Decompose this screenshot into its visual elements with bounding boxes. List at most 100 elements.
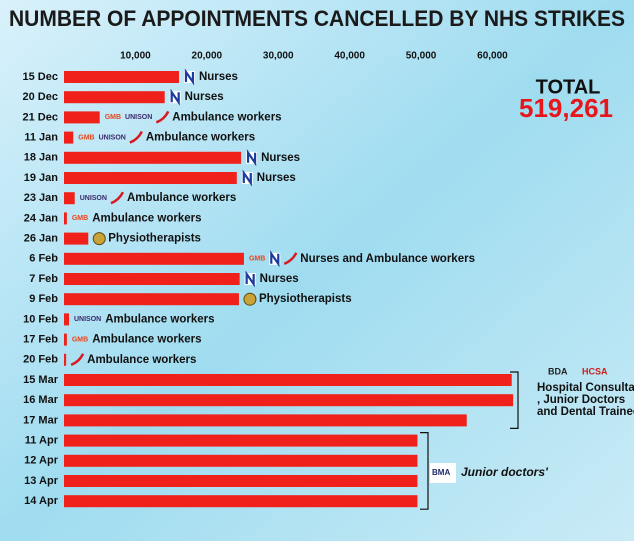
bar bbox=[64, 374, 512, 386]
x-tick-label: 40,000 bbox=[334, 51, 365, 62]
bar bbox=[64, 192, 75, 205]
nurse-logo-mark bbox=[246, 149, 257, 167]
y-tick-label: 17 Feb bbox=[23, 334, 58, 346]
total-value: 519,261 bbox=[519, 93, 613, 123]
union-logo: GMB bbox=[78, 134, 94, 141]
union-logo: UNISON bbox=[125, 114, 152, 121]
union-logo: GMB bbox=[72, 215, 88, 222]
bar bbox=[64, 111, 100, 124]
bar bbox=[64, 151, 242, 164]
bar bbox=[64, 252, 244, 265]
nurse-logo-mark bbox=[184, 68, 195, 86]
nurse-logo-mark bbox=[242, 169, 252, 187]
union-logo: UNISON bbox=[80, 195, 107, 202]
bma-logo-box bbox=[430, 463, 456, 483]
group-bracket bbox=[420, 432, 429, 510]
nurse-logo-mark bbox=[245, 270, 255, 288]
bar-label: Physiotherapists bbox=[259, 293, 352, 305]
bar-label: Ambulance workers bbox=[127, 192, 236, 204]
bar bbox=[64, 475, 418, 487]
bar bbox=[64, 434, 418, 447]
union-logo: GMB bbox=[105, 114, 121, 121]
group-label: Hospital Consultants, Junior Doctorsand … bbox=[537, 382, 634, 418]
group-logo: BMA bbox=[432, 468, 450, 477]
bar bbox=[64, 232, 89, 245]
ambulance-logo bbox=[155, 110, 170, 124]
y-tick-label: 15 Mar bbox=[23, 374, 59, 386]
y-tick-label: 18 Jan bbox=[24, 152, 59, 164]
bar-label: Ambulance workers bbox=[146, 132, 255, 144]
bar-label: Ambulance workers bbox=[92, 212, 201, 224]
bar bbox=[64, 212, 67, 225]
y-tick-label: 21 Dec bbox=[23, 111, 58, 123]
bar bbox=[64, 91, 165, 104]
y-tick-label: 12 Apr bbox=[24, 455, 59, 467]
ambulance-logo bbox=[283, 252, 298, 265]
bar bbox=[64, 313, 69, 326]
x-tick-label: 20,000 bbox=[192, 51, 223, 62]
y-tick-label: 7 Feb bbox=[29, 273, 58, 285]
bar-label: Nurses and Ambulance workers bbox=[300, 253, 475, 265]
y-tick-label: 14 Apr bbox=[24, 495, 59, 507]
y-tick-label: 13 Apr bbox=[24, 475, 59, 487]
y-tick-label: 20 Feb bbox=[23, 354, 58, 366]
bar-label: Ambulance workers bbox=[172, 111, 281, 123]
y-tick-label: 19 Jan bbox=[24, 172, 59, 184]
group-bracket bbox=[510, 371, 519, 429]
y-tick-label: 17 Mar bbox=[23, 414, 59, 426]
y-tick-label: 20 Dec bbox=[23, 91, 58, 103]
bar-label: Nurses bbox=[261, 152, 300, 164]
bar bbox=[64, 394, 514, 407]
y-tick-label: 24 Jan bbox=[24, 212, 59, 224]
ambulance-logo bbox=[70, 353, 85, 366]
bar-label: Nurses bbox=[260, 273, 299, 285]
bar bbox=[64, 495, 418, 508]
bar bbox=[64, 333, 67, 346]
y-tick-label: 6 Feb bbox=[29, 253, 58, 265]
x-tick-label: 30,000 bbox=[263, 51, 294, 62]
total-title: TOTAL bbox=[536, 76, 601, 98]
y-tick-label: 15 Dec bbox=[23, 71, 58, 83]
bar-label: Ambulance workers bbox=[105, 313, 214, 325]
ambulance-logo bbox=[110, 191, 125, 205]
y-tick-label: 23 Jan bbox=[24, 192, 59, 204]
group-logo: HCSA bbox=[582, 366, 608, 376]
physio-logo bbox=[92, 232, 106, 246]
union-logo: GMB bbox=[249, 256, 265, 263]
y-tick-label: 10 Feb bbox=[23, 313, 58, 325]
physio-logo bbox=[243, 292, 257, 306]
bar-label: Nurses bbox=[185, 91, 224, 103]
chart-title: NUMBER OF APPOINTMENTS CANCELLED BY NHS … bbox=[9, 6, 625, 31]
bar bbox=[64, 131, 74, 144]
union-logo: GMB bbox=[72, 336, 88, 343]
bar bbox=[64, 172, 237, 184]
bar bbox=[64, 293, 239, 306]
bar bbox=[64, 454, 418, 467]
bar bbox=[64, 273, 240, 285]
x-tick-label: 50,000 bbox=[406, 51, 437, 62]
bar-label: Physiotherapists bbox=[108, 233, 201, 245]
bar bbox=[64, 353, 67, 366]
x-tick-label: 10,000 bbox=[120, 51, 151, 62]
y-tick-label: 11 Jan bbox=[24, 132, 58, 144]
bar-label: Nurses bbox=[257, 172, 296, 184]
y-tick-label: 9 Feb bbox=[29, 293, 58, 305]
y-tick-label: 16 Mar bbox=[23, 394, 59, 406]
x-tick-label: 60,000 bbox=[477, 51, 508, 62]
union-logo: UNISON bbox=[99, 134, 126, 141]
bar-label: Ambulance workers bbox=[87, 354, 196, 366]
y-tick-label: 26 Jan bbox=[24, 233, 59, 245]
bar bbox=[64, 71, 179, 83]
nurse-logo-mark bbox=[170, 88, 180, 106]
bar-label: Ambulance workers bbox=[92, 334, 201, 346]
bar bbox=[64, 414, 467, 427]
nurse-logo-mark bbox=[270, 250, 280, 268]
group-logo: BDA bbox=[548, 366, 568, 376]
y-tick-label: 11 Apr bbox=[25, 435, 59, 447]
bar-label: Nurses bbox=[199, 71, 238, 83]
group-label: Junior doctors' bbox=[461, 465, 549, 479]
ambulance-logo bbox=[129, 131, 143, 144]
